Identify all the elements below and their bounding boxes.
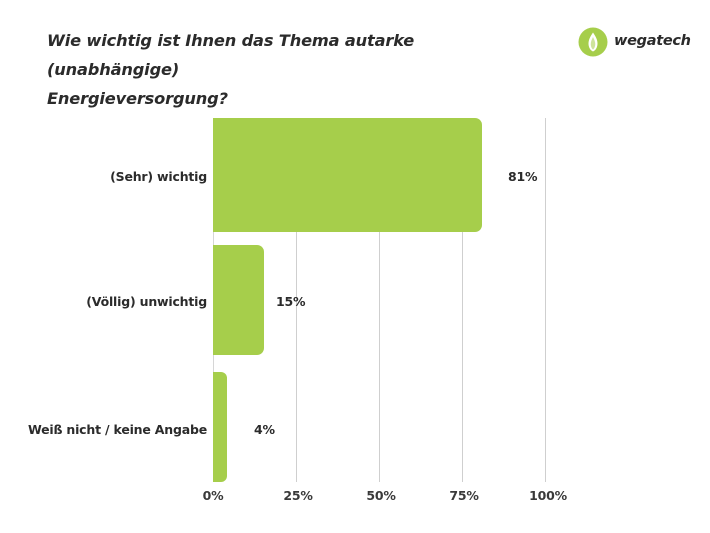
value-label-0: 81% — [508, 169, 538, 184]
bar-sehr-wichtig[interactable] — [213, 118, 482, 232]
category-label-0: (Sehr) wichtig — [110, 169, 207, 184]
bar-voellig-unwichtig[interactable] — [213, 245, 264, 355]
chart-header: Wie wichtig ist Ihnen das Thema autarke … — [0, 0, 710, 108]
bar-weiss-nicht[interactable] — [213, 372, 227, 482]
brand-logo: wegatech — [578, 27, 691, 59]
category-label-1: (Völlig) unwichtig — [86, 294, 207, 309]
gridline-100 — [545, 118, 546, 482]
value-label-1: 15% — [276, 294, 306, 309]
brand-name: wegatech — [614, 33, 691, 49]
xtick-label-1: 25% — [283, 488, 313, 503]
xtick-label-4: 100% — [529, 488, 567, 503]
value-label-2: 4% — [254, 422, 275, 437]
leaf-flame-icon — [578, 27, 608, 57]
category-label-2: Weiß nicht / keine Angabe — [27, 422, 207, 437]
gridline-25 — [296, 118, 297, 482]
page-title: Wie wichtig ist Ihnen das Thema autarke … — [47, 31, 415, 108]
gridline-50 — [379, 118, 380, 482]
xtick-label-2: 50% — [366, 488, 396, 503]
xtick-label-3: 75% — [449, 488, 479, 503]
gridline-75 — [462, 118, 463, 482]
xtick-label-0: 0% — [202, 488, 224, 503]
